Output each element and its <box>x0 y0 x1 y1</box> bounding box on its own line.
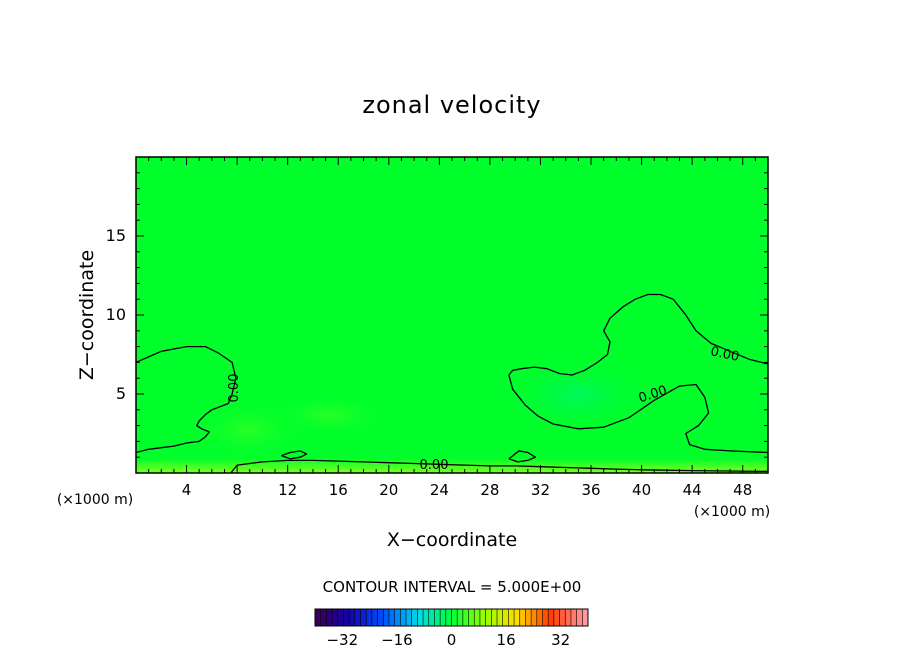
colorbar-cell <box>434 609 441 626</box>
colorbar-cell <box>332 609 339 626</box>
colorbar-cell <box>542 609 549 626</box>
x-axis-label: X−coordinate <box>387 529 517 551</box>
colorbar-cell <box>497 609 504 626</box>
chart-title: zonal velocity <box>362 91 541 119</box>
contour-line-5 <box>281 450 308 460</box>
contour-interval-text: CONTOUR INTERVAL = 5.000E+00 <box>323 578 582 596</box>
colorbar-cell <box>326 609 333 626</box>
colorbar-tick-labels: −32 −16 0 16 32 <box>326 631 570 649</box>
field-shading-center <box>270 393 390 437</box>
colorbar-tick-label: −16 <box>381 631 413 649</box>
colorbar-cell <box>457 609 464 626</box>
colorbar-cell <box>565 609 572 626</box>
x-tick-label: 4 <box>182 481 192 499</box>
colorbar-cell <box>502 609 509 626</box>
x-tick-label: 16 <box>329 481 348 499</box>
colorbar-cell <box>417 609 424 626</box>
x-tick-label: 24 <box>430 481 449 499</box>
colorbar-cell <box>343 609 350 626</box>
y-axis-label: Z−coordinate <box>76 250 98 380</box>
colorbar-cell <box>440 609 447 626</box>
x-unit-left: (×1000 m) <box>57 492 133 508</box>
contour-label-surface: 0.00 <box>420 458 449 473</box>
colorbar-cell <box>315 609 322 626</box>
colorbar-cell <box>337 609 344 626</box>
colorbar-cell <box>536 609 543 626</box>
y-tick-label: 5 <box>116 384 126 403</box>
colorbar-cell <box>366 609 373 626</box>
colorbar-cell <box>462 609 470 626</box>
x-tick-label: 12 <box>278 481 297 499</box>
colorbar-cell <box>394 609 401 626</box>
x-tick-label: 32 <box>531 481 550 499</box>
contour-line-2 <box>230 459 769 474</box>
colorbar-cell <box>428 609 435 626</box>
colorbar-cell <box>371 609 379 626</box>
colorbar-cell <box>468 609 475 626</box>
colorbar-tick-label: −32 <box>326 631 358 649</box>
colorbar-tick-label: 16 <box>497 631 516 649</box>
colorbar-cell <box>349 609 356 626</box>
colorbar-cell <box>570 609 578 626</box>
colorbar-cell <box>320 609 327 626</box>
colorbar-frame <box>314 608 589 627</box>
contour-label-west: 0.00 <box>227 374 242 403</box>
colorbar-tick-label: 0 <box>447 631 457 649</box>
colorbar-cell <box>491 609 498 626</box>
x-tick-label: 36 <box>581 481 600 499</box>
contour-label-east-upper: 0.00 <box>709 344 740 365</box>
colorbar-cell <box>485 609 492 626</box>
colorbar-cell <box>519 609 526 626</box>
colorbar-cell <box>423 609 430 626</box>
contour-lines <box>135 293 769 474</box>
colorbar-tick-label: 32 <box>551 631 570 649</box>
contour-line-4 <box>508 293 769 376</box>
colorbar-cell <box>451 609 458 626</box>
x-tick-label: 20 <box>379 481 398 499</box>
field-shading-east <box>498 357 658 433</box>
x-tick-label: 8 <box>232 481 242 499</box>
colorbar-cell <box>383 609 390 626</box>
y-tick-label: 15 <box>106 226 126 245</box>
colorbar-cell <box>445 609 452 626</box>
x-tick-label: 40 <box>632 481 651 499</box>
colorbar-cell <box>411 609 418 626</box>
x-tick-label: 48 <box>733 481 752 499</box>
colorbar-cell <box>514 609 521 626</box>
y-axis-ticks: 5 10 15 <box>106 172 768 458</box>
colorbar-cell <box>553 609 561 626</box>
colorbar-cell <box>548 609 555 626</box>
colorbar-cell <box>525 609 532 626</box>
colorbar-cell <box>360 609 367 626</box>
colorbar-cell <box>474 609 481 626</box>
y-tick-label: 10 <box>106 305 126 324</box>
colorbar-cell <box>559 609 566 626</box>
colorbar-cell <box>508 609 515 626</box>
plot-area <box>136 157 768 473</box>
contour-line-3 <box>508 374 769 454</box>
contour-line-6 <box>508 450 537 463</box>
colorbar <box>314 608 589 627</box>
x-axis-ticks: 4 8 12 16 20 24 28 32 36 40 44 48 <box>148 157 756 499</box>
colorbar-cell <box>582 609 589 626</box>
colorbar-cell <box>406 609 413 626</box>
x-tick-label: 28 <box>480 481 499 499</box>
colorbar-cell <box>388 609 396 626</box>
colorbar-cell <box>354 609 361 626</box>
x-unit-right: (×1000 m) <box>694 504 770 520</box>
colorbar-cell <box>479 609 487 626</box>
colorbar-cell <box>377 609 384 626</box>
contour-line-1 <box>135 345 237 454</box>
colorbar-cell <box>531 609 538 626</box>
colorbar-cell <box>400 609 407 626</box>
colorbar-cell <box>576 609 583 626</box>
x-tick-label: 44 <box>683 481 702 499</box>
